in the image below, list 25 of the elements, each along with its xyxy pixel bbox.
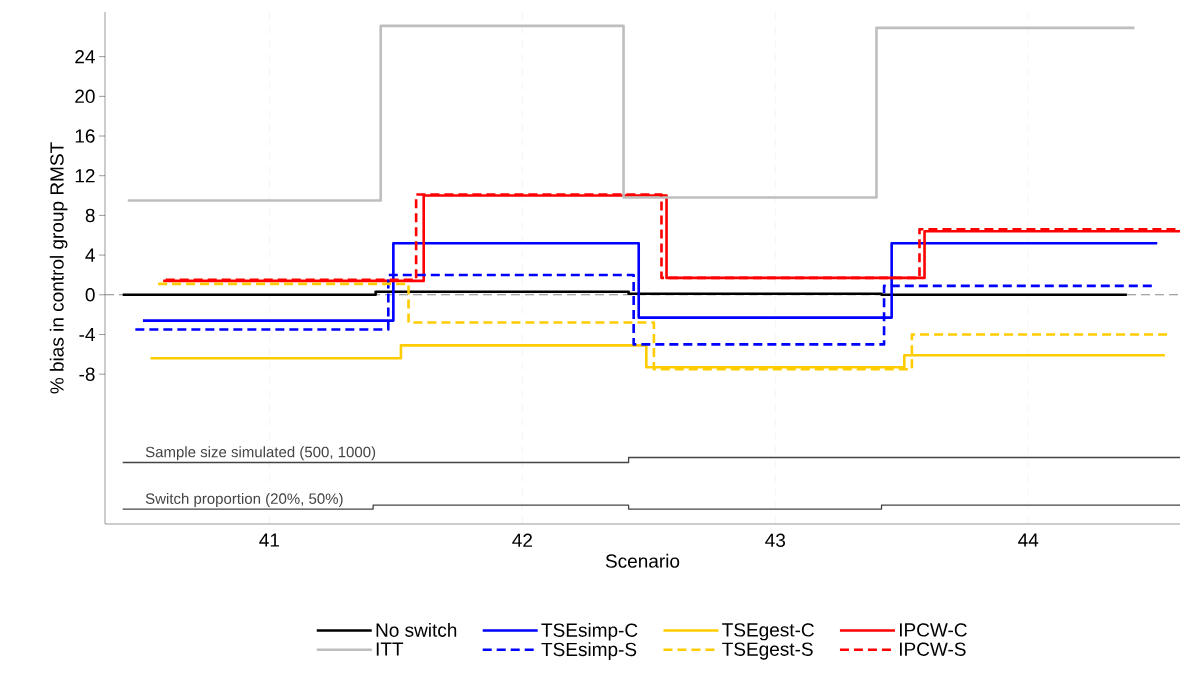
y-tick-label: 0 xyxy=(85,288,95,302)
y-tick-label: 20 xyxy=(75,89,95,104)
x-tick-label: 44 xyxy=(1018,533,1039,547)
y-tick-label: 12 xyxy=(75,169,95,183)
legend-label: TSEsimp-S xyxy=(541,642,637,660)
legend-label: ITT xyxy=(376,642,404,656)
annotation: Switch proportion (20%, 50%) xyxy=(145,492,343,507)
y-tick-label: 24 xyxy=(75,50,95,64)
legend-label: TSEgest-S xyxy=(722,642,813,660)
legend-label: No switch xyxy=(376,622,457,637)
y-tick-label: 8 xyxy=(85,208,95,223)
y-axis-title: % bias in control group RMST xyxy=(49,142,68,394)
y-tick-label: 4 xyxy=(85,248,95,262)
legend-label: IPCW-S xyxy=(900,642,966,656)
legend-label: IPCW-C xyxy=(900,623,967,637)
legend-label: TSEgest-C xyxy=(722,623,814,641)
x-tick-label: 42 xyxy=(512,533,532,547)
y-tick-label: -4 xyxy=(79,327,95,342)
x-axis-title: Scenario xyxy=(605,553,680,568)
annotation: Sample size simulated (500, 1000) xyxy=(145,446,376,461)
y-tick-label: 16 xyxy=(75,129,95,143)
y-tick-label: -8 xyxy=(79,367,95,381)
x-tick-label: 41 xyxy=(259,533,280,547)
x-tick-label: 43 xyxy=(765,533,786,547)
legend-label: TSEsimp-C xyxy=(541,622,638,641)
